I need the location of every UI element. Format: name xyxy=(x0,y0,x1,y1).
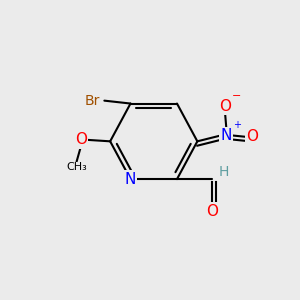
Text: −: − xyxy=(231,91,241,101)
Text: H: H xyxy=(218,165,229,179)
Text: N: N xyxy=(221,128,232,143)
Text: +: + xyxy=(233,120,241,130)
Text: N: N xyxy=(125,172,136,187)
Text: O: O xyxy=(206,204,218,219)
Text: Br: Br xyxy=(85,94,100,108)
Text: CH₃: CH₃ xyxy=(66,163,87,172)
Text: O: O xyxy=(219,99,231,114)
Text: O: O xyxy=(75,132,87,147)
Text: O: O xyxy=(247,130,259,145)
